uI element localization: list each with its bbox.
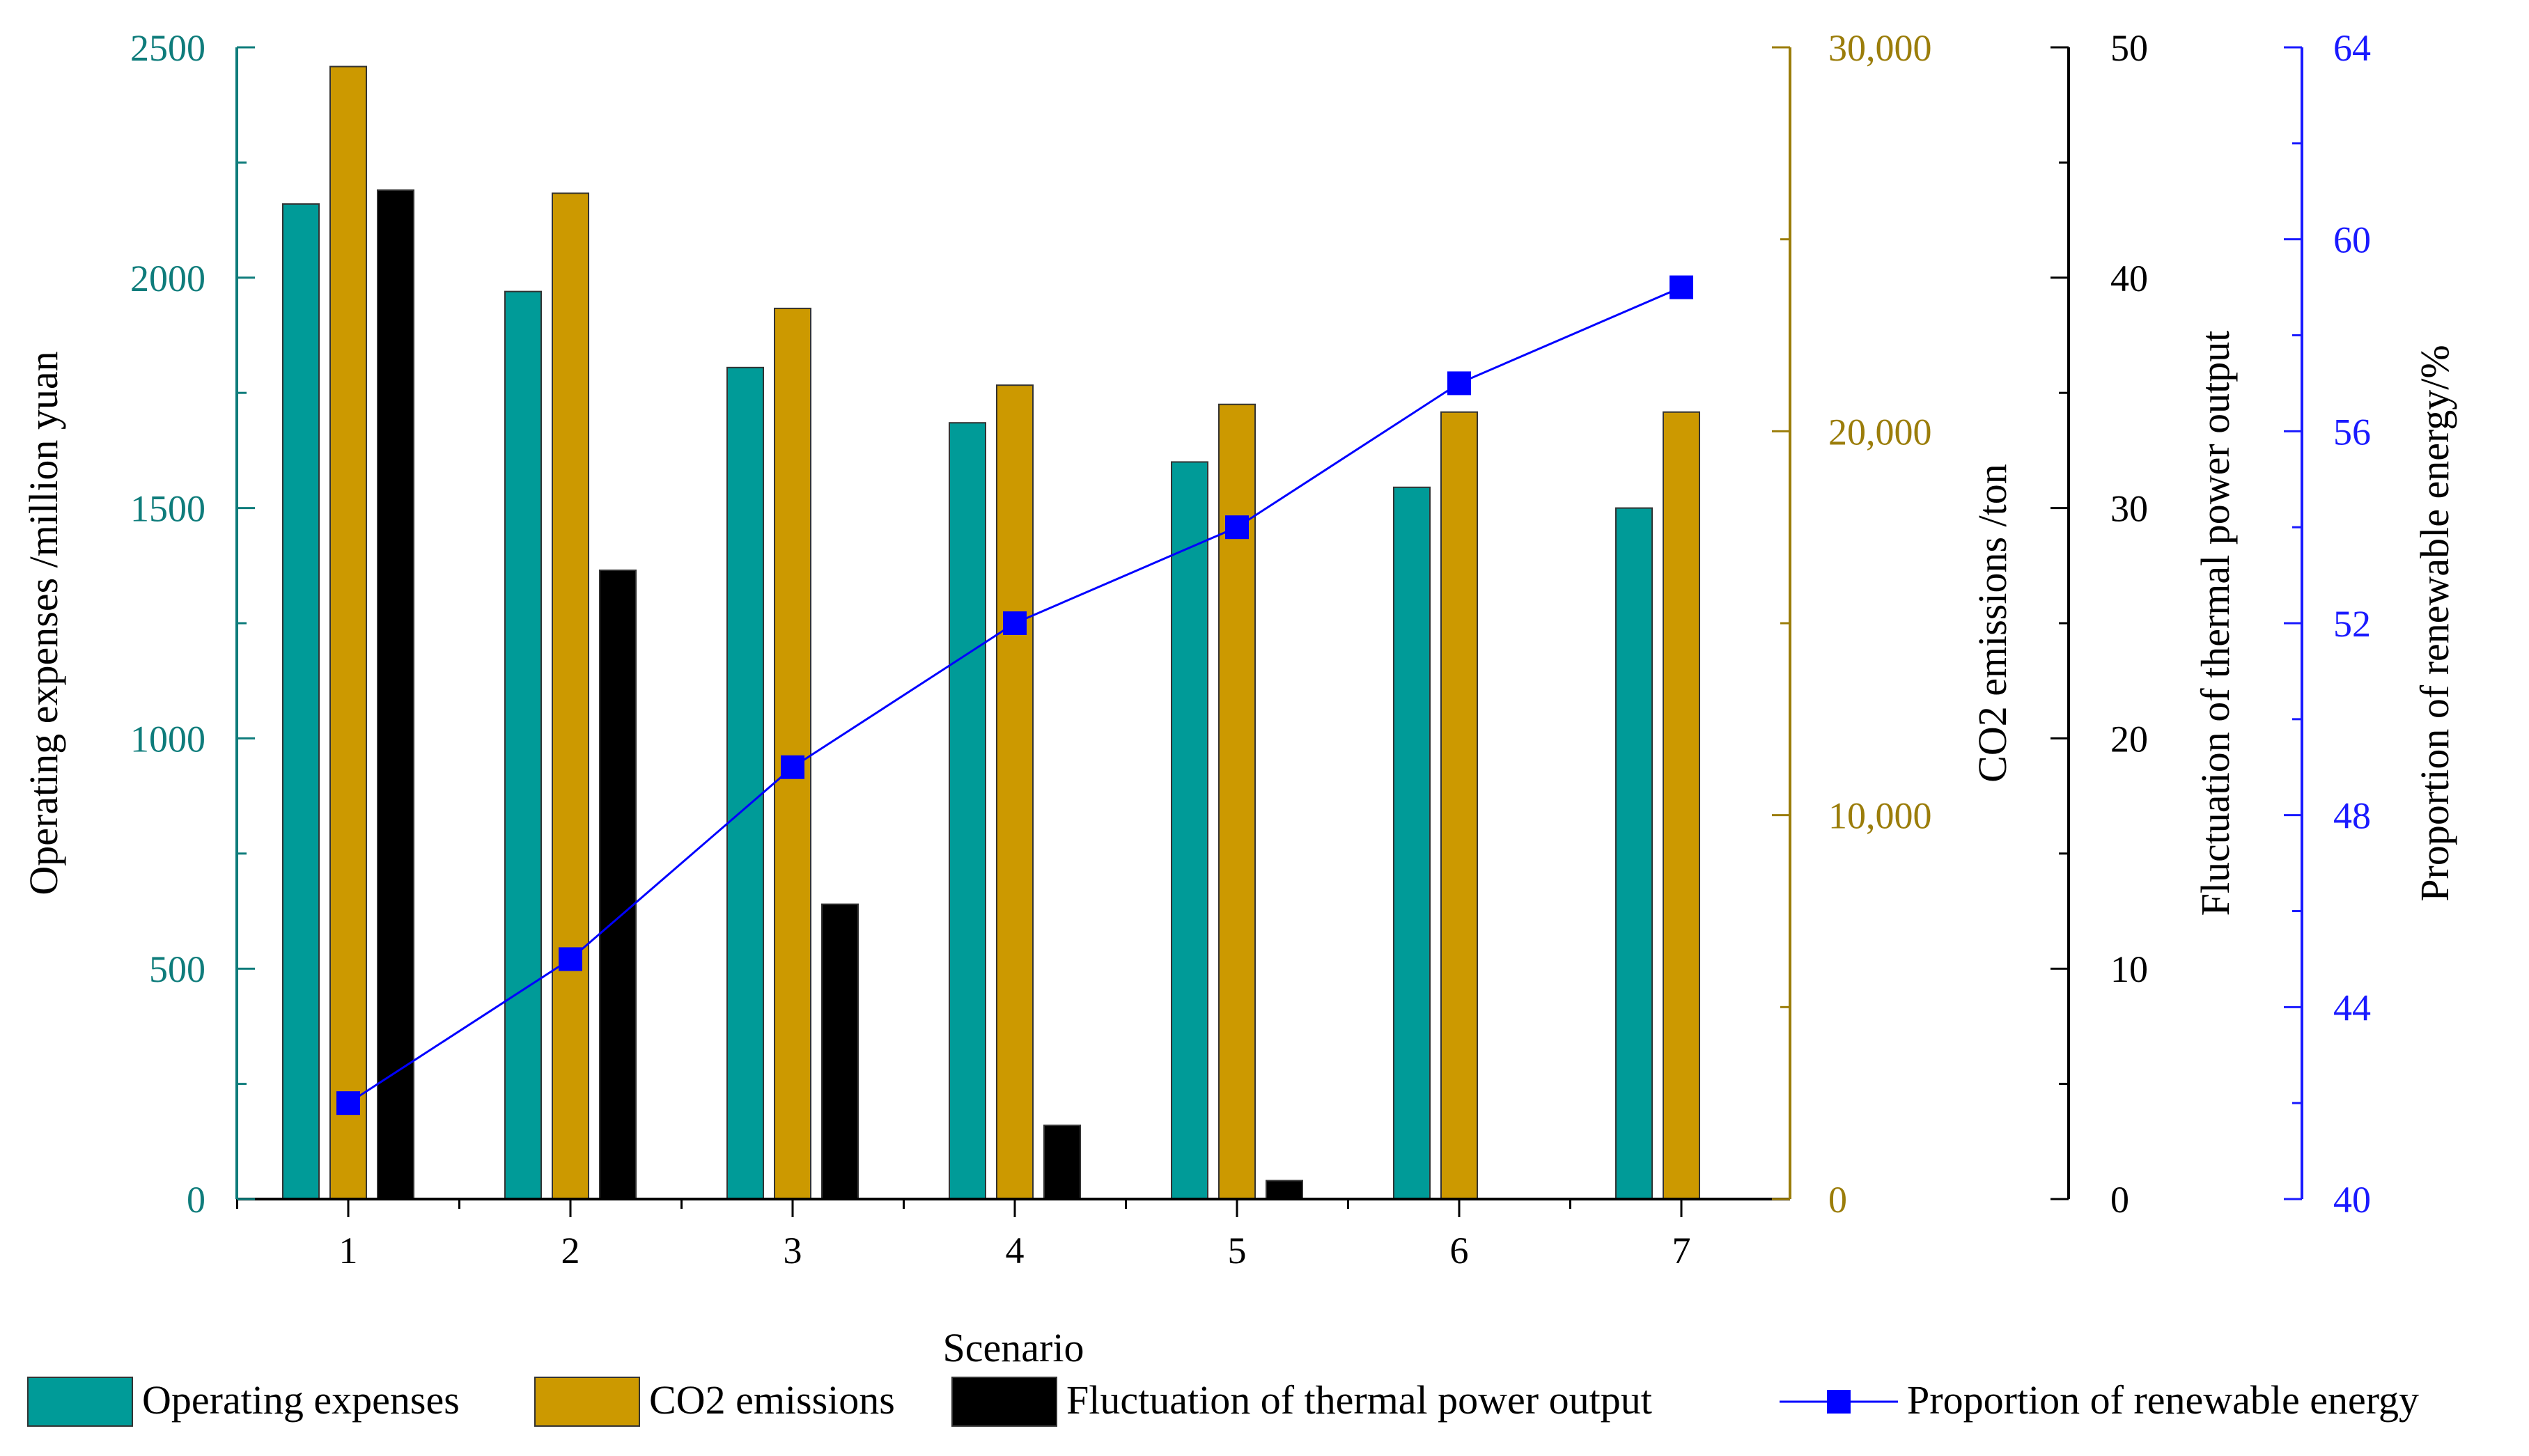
bar-operating-expenses-1 [282,203,320,1200]
bar-operating-expenses-5 [1171,461,1208,1200]
y2-tick-label: 20,000 [1828,411,1932,453]
bars-layer [282,65,1700,1200]
y4-tick-label: 44 [2333,987,2371,1028]
legend-label-proportion-of-renewable-energy: Proportion of renewable energy [1907,1377,2419,1423]
y2-tick-label: 30,000 [1828,27,1932,69]
bar-fluctuation-of-thermal-power-output-3 [821,903,859,1200]
y3-tick-label: 50 [2110,27,2148,69]
y1-tick-label: 1000 [130,718,205,760]
legend-label-co2-emissions: CO2 emissions [649,1377,895,1423]
y2-tick-label: 10,000 [1828,795,1932,837]
y3-axis-title: Fluctuation of thermal power output [2193,331,2238,916]
legend-swatch-fluctuation-of-thermal-power-output [951,1377,1057,1427]
x-tick-label-4: 4 [1006,1230,1025,1271]
bar-operating-expenses-3 [726,366,764,1200]
line-layer [336,275,1693,1116]
y4-axis-title: Proportion of renewable energy/% [2412,345,2457,901]
legend-swatch-operating-expenses [27,1377,133,1427]
marker-proportion-of-renewable-energy-6 [1447,371,1471,396]
y1-axis-title: Operating expenses /million yuan [21,351,66,895]
legend: Operating expenses CO2 emissions Fluctuati… [27,1377,2419,1427]
y4-tick-label: 40 [2333,1179,2371,1221]
bar-co2-emissions-2 [552,192,589,1200]
y2-axis-title: CO2 emissions /ton [1970,464,2015,783]
y3-tick-label: 40 [2110,258,2148,299]
x-axis-title: Scenario [943,1325,1084,1370]
y4-tick-label: 64 [2333,27,2371,69]
y4-tick-label: 52 [2333,603,2371,645]
x-tick-label-5: 5 [1228,1230,1247,1271]
marker-proportion-of-renewable-energy-5 [1225,515,1249,540]
y2-tick-label: 0 [1828,1179,1847,1221]
marker-proportion-of-renewable-energy-7 [1670,275,1693,299]
y4-tick-label: 48 [2333,795,2371,837]
legend-marker-proportion-of-renewable-energy [1827,1390,1851,1414]
bar-operating-expenses-2 [504,290,542,1200]
x-tick-label-7: 7 [1672,1230,1691,1271]
legend-swatch-co2-emissions [534,1377,640,1427]
y1-tick-label: 2000 [130,258,205,299]
y3-tick-label: 30 [2110,488,2148,530]
bar-operating-expenses-7 [1615,507,1653,1200]
x-tick-label-2: 2 [561,1230,580,1271]
y1-tick-label: 500 [149,948,205,990]
bar-fluctuation-of-thermal-power-output-4 [1043,1125,1081,1200]
bar-co2-emissions-3 [774,307,811,1200]
axes-layer: 1 2 3 4 5 6 7Scenario05001000150020002500Opera… [21,27,2457,1370]
y1-tick-label: 1500 [130,488,205,530]
bar-fluctuation-of-thermal-power-output-1 [377,189,414,1200]
bar-operating-expenses-4 [949,422,986,1200]
y4-tick-label: 56 [2333,411,2371,453]
marker-proportion-of-renewable-energy-1 [336,1091,360,1116]
bar-co2-emissions-7 [1663,411,1700,1200]
x-tick-label-3: 3 [784,1230,802,1271]
bar-fluctuation-of-thermal-power-output-5 [1266,1180,1303,1200]
x-tick-label-6: 6 [1450,1230,1469,1271]
marker-proportion-of-renewable-energy-4 [1003,611,1027,635]
y1-tick-label: 0 [187,1179,205,1221]
marker-proportion-of-renewable-energy-3 [781,755,804,779]
bar-operating-expenses-6 [1393,486,1431,1200]
y3-tick-label: 10 [2110,948,2148,990]
bar-co2-emissions-4 [996,384,1034,1200]
bar-co2-emissions-1 [329,65,367,1200]
y3-tick-label: 20 [2110,718,2148,760]
legend-label-fluctuation-of-thermal-power-output: Fluctuation of thermal power output [1066,1377,1652,1423]
y1-tick-label: 2500 [130,27,205,69]
marker-proportion-of-renewable-energy-2 [559,947,582,971]
bar-co2-emissions-6 [1440,411,1478,1200]
x-tick-label-1: 1 [339,1230,358,1271]
bar-fluctuation-of-thermal-power-output-2 [599,569,637,1200]
legend-label-operating-expenses: Operating expenses [142,1377,460,1423]
y3-tick-label: 0 [2110,1179,2129,1221]
y4-tick-label: 60 [2333,219,2371,261]
